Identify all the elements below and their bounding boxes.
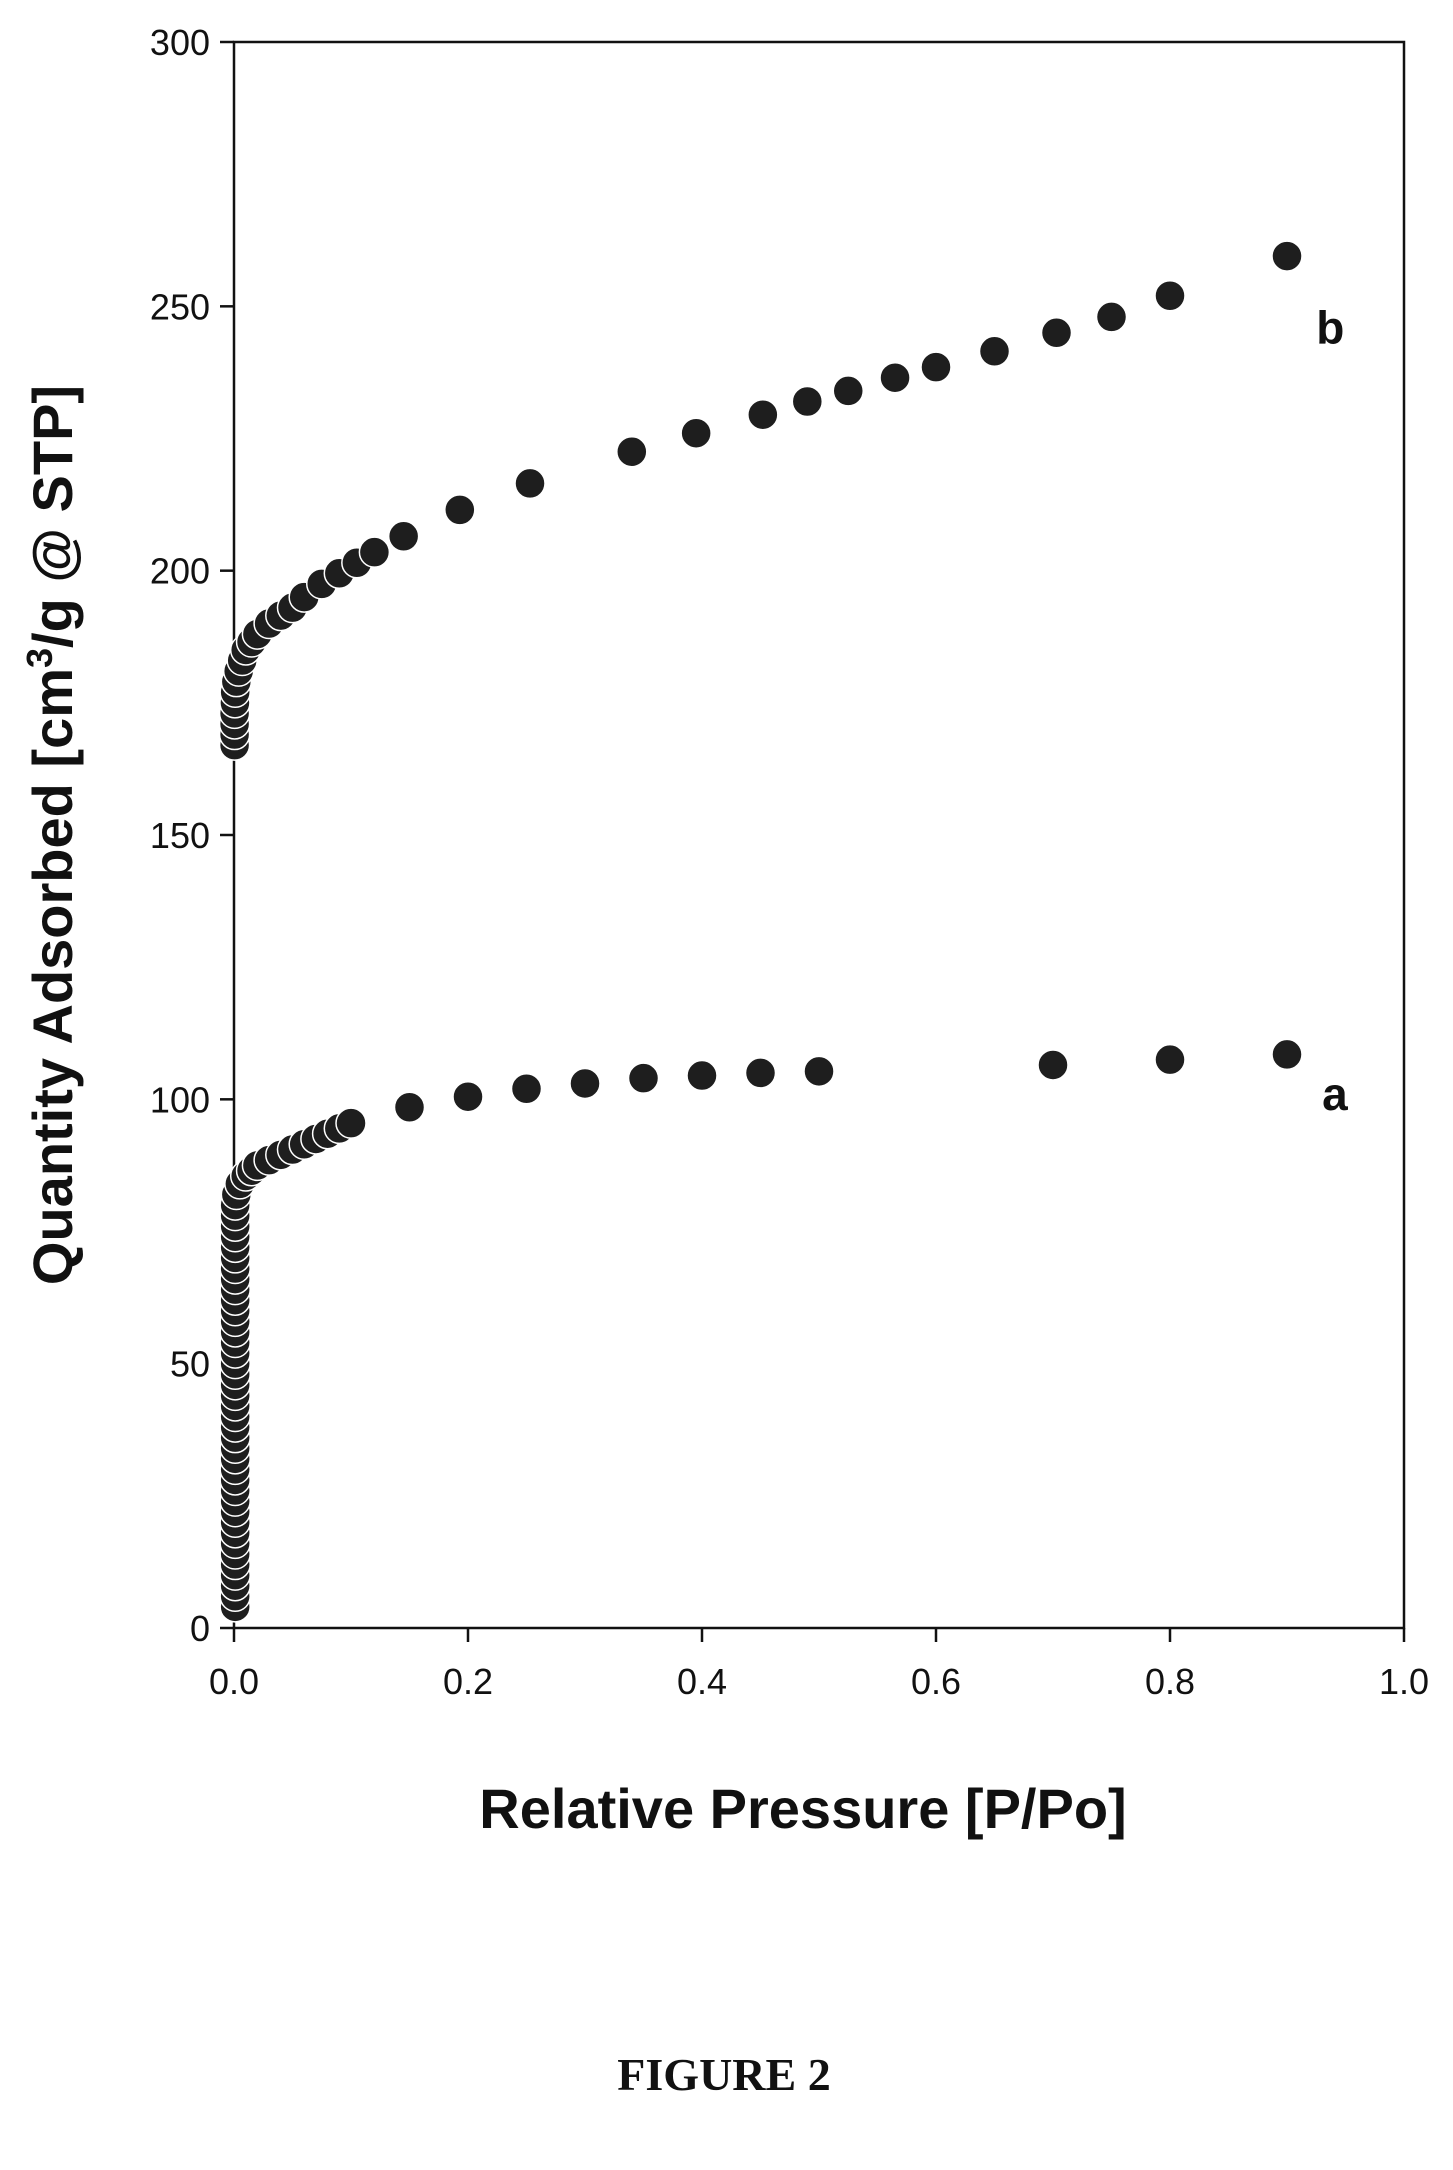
series-b-point (680, 417, 712, 449)
series-a-point (803, 1055, 835, 1088)
series-b-point (358, 536, 391, 568)
series-b-point (832, 375, 864, 407)
series-a-point (510, 1073, 543, 1105)
series-b-point (1271, 240, 1303, 272)
series-label-b: b (1316, 301, 1344, 353)
y-tick-label: 150 (150, 815, 210, 856)
series-a-point (335, 1107, 367, 1139)
y-axis-title-tail: /g @ STP] (21, 385, 84, 648)
y-axis-title: Quantity Adsorbed [cm3/g @ STP] (19, 385, 85, 1285)
series-a-point (1154, 1043, 1186, 1076)
x-tick-label: 0.6 (911, 1661, 961, 1702)
series-a-point (569, 1067, 601, 1100)
series-a-point (744, 1057, 777, 1089)
series-b-point (920, 351, 952, 383)
series-a-point (1037, 1049, 1069, 1081)
series-a-point (452, 1080, 484, 1113)
series-b-point (879, 361, 911, 394)
x-axis-title: Relative Pressure [P/Po] (479, 1777, 1126, 1840)
plot-frame (232, 40, 1406, 1630)
series-b-point (791, 385, 824, 418)
series-b-point (1040, 317, 1073, 349)
series-a-points (219, 1038, 1303, 1623)
x-tick-label: 0.4 (677, 1661, 727, 1702)
y-axis-title-main: Quantity Adsorbed [cm (21, 668, 84, 1285)
y-tick-label: 250 (150, 286, 210, 327)
series-label-a: a (1322, 1068, 1348, 1120)
series-a-point (627, 1062, 660, 1094)
series-b-point (444, 494, 476, 526)
series-a-point (393, 1091, 426, 1124)
series-b-point (514, 467, 546, 500)
figure-caption: FIGURE 2 (617, 2049, 830, 2100)
x-tick-label: 1.0 (1379, 1661, 1429, 1702)
series-b-point (387, 520, 420, 553)
series-b-point (616, 435, 648, 468)
series-a-point (1271, 1038, 1303, 1071)
y-tick-label: 200 (150, 551, 210, 592)
y-axis-ticks: 0 50 100 150 200 250 300 (150, 22, 234, 1649)
y-tick-label: 300 (150, 22, 210, 63)
series-annotations: ba (1316, 301, 1348, 1120)
x-tick-label: 0.8 (1145, 1661, 1195, 1702)
series-b-point (1095, 301, 1128, 333)
y-tick-label: 50 (170, 1344, 210, 1385)
series-a-point (686, 1059, 718, 1092)
series-b-point (978, 335, 1011, 368)
y-tick-label: 100 (150, 1079, 210, 1120)
x-tick-label: 0.2 (443, 1661, 493, 1702)
x-axis-ticks: 0.0 0.2 0.4 0.6 0.8 1.0 (209, 1628, 1429, 1702)
series-b-points (218, 240, 1303, 761)
x-tick-label: 0.0 (209, 1661, 259, 1702)
y-axis-title-superscript: 3 (19, 648, 60, 668)
series-b-point (1154, 280, 1186, 312)
y-tick-label: 0 (190, 1608, 210, 1649)
series-b-point (747, 398, 779, 431)
